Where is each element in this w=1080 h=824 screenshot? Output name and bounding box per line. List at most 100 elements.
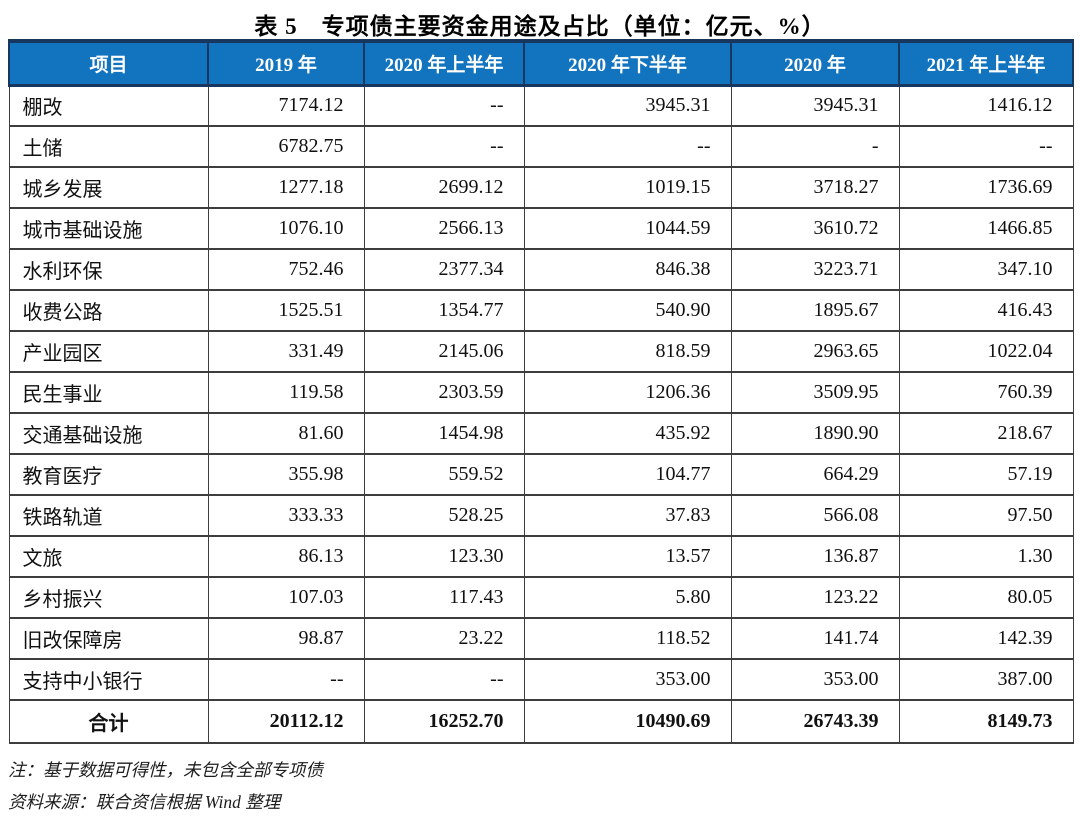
row-value: -- bbox=[363, 125, 525, 168]
row-label: 旧改保障房 bbox=[8, 617, 209, 660]
row-label: 支持中小银行 bbox=[8, 658, 209, 701]
row-value: 6782.75 bbox=[207, 125, 365, 168]
table-row: 文旅 86.13 123.30 13.57 136.87 1.30 bbox=[8, 535, 1074, 578]
row-value: 846.38 bbox=[523, 248, 732, 291]
row-value: 98.87 bbox=[207, 617, 365, 660]
row-label: 铁路轨道 bbox=[8, 494, 209, 537]
row-value: 123.30 bbox=[363, 535, 525, 578]
row-value: 355.98 bbox=[207, 453, 365, 496]
row-value: 760.39 bbox=[898, 371, 1074, 414]
row-label: 土储 bbox=[8, 125, 209, 168]
row-value: 1.30 bbox=[898, 535, 1074, 578]
row-value: 1416.12 bbox=[898, 85, 1074, 127]
row-value: 540.90 bbox=[523, 289, 732, 332]
data-availability-note: 注：基于数据可得性，未包含全部专项债 bbox=[8, 760, 323, 780]
row-value: -- bbox=[363, 85, 525, 127]
row-label: 乡村振兴 bbox=[8, 576, 209, 619]
row-value: 2145.06 bbox=[363, 330, 525, 373]
row-value: 141.74 bbox=[730, 617, 900, 660]
header-cell-2020h1: 2020 年上半年 bbox=[363, 39, 525, 87]
row-value: 37.83 bbox=[523, 494, 732, 537]
row-value: 142.39 bbox=[898, 617, 1074, 660]
total-value-2021h1: 8149.73 bbox=[898, 699, 1074, 744]
row-value: 416.43 bbox=[898, 289, 1074, 332]
row-value: 218.67 bbox=[898, 412, 1074, 455]
table-row: 交通基础设施 81.60 1454.98 435.92 1890.90 218.67 bbox=[8, 412, 1074, 455]
total-value-2020h2: 10490.69 bbox=[523, 699, 732, 744]
row-value: 752.46 bbox=[207, 248, 365, 291]
table-row: 收费公路 1525.51 1354.77 540.90 1895.67 416.43 bbox=[8, 289, 1074, 332]
row-value: 1019.15 bbox=[523, 166, 732, 209]
row-value: 117.43 bbox=[363, 576, 525, 619]
row-value: 3945.31 bbox=[730, 85, 900, 127]
table-row: 水利环保 752.46 2377.34 846.38 3223.71 347.10 bbox=[8, 248, 1074, 291]
row-value: 5.80 bbox=[523, 576, 732, 619]
row-value: 136.87 bbox=[730, 535, 900, 578]
header-cell-item: 项目 bbox=[8, 39, 209, 87]
row-value: 3718.27 bbox=[730, 166, 900, 209]
table-row: 民生事业 119.58 2303.59 1206.36 3509.95 760.39 bbox=[8, 371, 1074, 414]
row-value: 435.92 bbox=[523, 412, 732, 455]
row-value: 331.49 bbox=[207, 330, 365, 373]
source-note: 资料来源：联合资信根据 Wind 整理 bbox=[8, 792, 281, 812]
row-value: 559.52 bbox=[363, 453, 525, 496]
table-title: 表 5 专项债主要资金用途及占比（单位：亿元、%） bbox=[254, 14, 826, 39]
row-value: 1890.90 bbox=[730, 412, 900, 455]
row-label: 棚改 bbox=[8, 85, 209, 127]
row-label: 产业园区 bbox=[8, 330, 209, 373]
header-cell-2019: 2019 年 bbox=[207, 39, 365, 87]
row-value: 387.00 bbox=[898, 658, 1074, 701]
row-value: 1354.77 bbox=[363, 289, 525, 332]
row-value: 2699.12 bbox=[363, 166, 525, 209]
row-value: -- bbox=[523, 125, 732, 168]
row-value: 57.19 bbox=[898, 453, 1074, 496]
row-value: 1525.51 bbox=[207, 289, 365, 332]
row-value: 2566.13 bbox=[363, 207, 525, 250]
row-value: 123.22 bbox=[730, 576, 900, 619]
row-value: 119.58 bbox=[207, 371, 365, 414]
total-value-2019: 20112.12 bbox=[207, 699, 365, 744]
row-label: 收费公路 bbox=[8, 289, 209, 332]
row-value: 7174.12 bbox=[207, 85, 365, 127]
table-row: 乡村振兴 107.03 117.43 5.80 123.22 80.05 bbox=[8, 576, 1074, 619]
table-row: 教育医疗 355.98 559.52 104.77 664.29 57.19 bbox=[8, 453, 1074, 496]
table-row: 支持中小银行 -- -- 353.00 353.00 387.00 bbox=[8, 658, 1074, 701]
table-footer: 合计 20112.12 16252.70 10490.69 26743.39 8… bbox=[8, 699, 1074, 744]
row-value: 3945.31 bbox=[523, 85, 732, 127]
row-value: 3610.72 bbox=[730, 207, 900, 250]
header-cell-2021h1: 2021 年上半年 bbox=[898, 39, 1074, 87]
row-value: 86.13 bbox=[207, 535, 365, 578]
row-label: 文旅 bbox=[8, 535, 209, 578]
row-value: 528.25 bbox=[363, 494, 525, 537]
row-value: 1466.85 bbox=[898, 207, 1074, 250]
row-value: 353.00 bbox=[523, 658, 732, 701]
table-row: 城乡发展 1277.18 2699.12 1019.15 3718.27 1736.69 bbox=[8, 166, 1074, 209]
table-row: 棚改 7174.12 -- 3945.31 3945.31 1416.12 bbox=[8, 85, 1074, 127]
row-value: 1454.98 bbox=[363, 412, 525, 455]
table-container: 项目 2019 年 2020 年上半年 2020 年下半年 2020 年 202… bbox=[8, 39, 1074, 744]
row-label: 民生事业 bbox=[8, 371, 209, 414]
row-value: 13.57 bbox=[523, 535, 732, 578]
row-value: 1076.10 bbox=[207, 207, 365, 250]
row-value: -- bbox=[363, 658, 525, 701]
row-value: 1044.59 bbox=[523, 207, 732, 250]
row-value: 2303.59 bbox=[363, 371, 525, 414]
footnotes: 注：基于数据可得性，未包含全部专项债 资料来源：联合资信根据 Wind 整理 bbox=[8, 754, 1072, 818]
row-label: 教育医疗 bbox=[8, 453, 209, 496]
row-value: 1277.18 bbox=[207, 166, 365, 209]
special-bond-usage-table: 项目 2019 年 2020 年上半年 2020 年下半年 2020 年 202… bbox=[8, 39, 1074, 744]
total-value-2020: 26743.39 bbox=[730, 699, 900, 744]
total-value-2020h1: 16252.70 bbox=[363, 699, 525, 744]
table-body: 棚改 7174.12 -- 3945.31 3945.31 1416.12 土储 6782.7… bbox=[8, 85, 1074, 701]
row-label: 交通基础设施 bbox=[8, 412, 209, 455]
row-value: 2963.65 bbox=[730, 330, 900, 373]
row-value: 347.10 bbox=[898, 248, 1074, 291]
row-value: 81.60 bbox=[207, 412, 365, 455]
row-value: 118.52 bbox=[523, 617, 732, 660]
row-label: 城乡发展 bbox=[8, 166, 209, 209]
row-value: 1895.67 bbox=[730, 289, 900, 332]
row-value: 1736.69 bbox=[898, 166, 1074, 209]
table-row: 铁路轨道 333.33 528.25 37.83 566.08 97.50 bbox=[8, 494, 1074, 537]
table-row: 产业园区 331.49 2145.06 818.59 2963.65 1022.04 bbox=[8, 330, 1074, 373]
